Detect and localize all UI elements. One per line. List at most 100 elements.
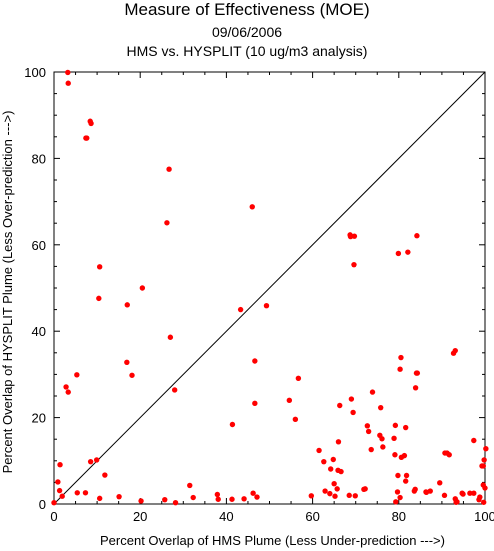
data-point (331, 480, 337, 487)
data-point (172, 500, 179, 506)
data-point (441, 492, 448, 499)
data-point (214, 491, 221, 498)
data-point (362, 486, 368, 492)
data-point (452, 347, 458, 354)
axes (53, 71, 486, 505)
data-point (292, 416, 299, 423)
tick-labels: 0 20 40 60 80 100 0 20 40 60 80 100 (24, 65, 494, 524)
data-point (350, 409, 356, 416)
data-point (96, 495, 103, 502)
data-point (96, 264, 103, 270)
data-point (402, 478, 409, 484)
data-point (59, 493, 65, 499)
data-point (102, 472, 108, 478)
data-point (398, 454, 405, 461)
x-axis-label: Percent Overlap of HMS Plume (Less Under… (100, 533, 445, 548)
data-point (391, 435, 397, 442)
data-point (454, 499, 460, 505)
data-point (74, 372, 80, 378)
data-point (308, 493, 315, 499)
data-point (334, 486, 340, 492)
data-point (74, 490, 80, 496)
data-point (93, 457, 100, 463)
data-point (63, 384, 69, 390)
data-point (471, 490, 477, 496)
data-point (295, 375, 302, 381)
data-point (328, 466, 334, 472)
diagonal-reference-line (53, 71, 486, 505)
x-tick-label: 80 (392, 509, 406, 524)
data-point (252, 358, 258, 364)
data-point (167, 334, 174, 340)
chart-subtitle-analysis: HMS vs. HYSPLIT (10 ug/m3 analysis) (126, 43, 368, 59)
x-tick-label: 0 (50, 509, 57, 524)
data-point (394, 489, 401, 495)
data-point (471, 437, 477, 444)
data-point (139, 285, 146, 291)
data-point (437, 480, 443, 486)
data-point (335, 467, 341, 474)
data-point (483, 446, 489, 452)
data-point (414, 370, 421, 376)
chart-title: Measure of Effectiveness (MOE) (124, 0, 370, 19)
data-point (254, 494, 260, 500)
data-point (84, 135, 90, 141)
data-point (252, 400, 258, 407)
x-tick-label: 100 (474, 509, 494, 524)
data-point (332, 493, 338, 499)
data-point (414, 233, 420, 239)
y-tick-label: 60 (32, 238, 46, 253)
data-point (65, 389, 71, 395)
data-points (51, 69, 489, 506)
y-tick-label: 40 (32, 324, 46, 339)
data-point (166, 166, 172, 172)
data-point (88, 120, 94, 127)
data-point (229, 496, 235, 502)
data-point (124, 302, 130, 308)
data-point (379, 436, 385, 442)
data-point (65, 69, 71, 76)
data-point (460, 491, 466, 497)
data-point (423, 489, 430, 496)
data-point (327, 490, 333, 497)
data-point (479, 463, 485, 469)
data-point (392, 422, 399, 429)
data-point (57, 461, 63, 468)
data-point (346, 492, 352, 499)
data-point (351, 233, 358, 239)
data-point (411, 488, 418, 494)
data-point (164, 220, 170, 226)
data-point (55, 479, 61, 485)
data-point (249, 204, 255, 210)
data-point (377, 404, 384, 411)
data-point (351, 261, 357, 268)
x-tick-label: 40 (219, 509, 233, 524)
x-tick-label: 60 (305, 509, 319, 524)
y-tick-label: 80 (32, 151, 46, 166)
data-point (352, 493, 358, 499)
data-point (187, 482, 193, 489)
data-point (402, 424, 409, 431)
data-point (138, 498, 144, 504)
data-point (129, 372, 135, 378)
data-point (263, 303, 270, 309)
data-point (393, 499, 399, 505)
data-point (412, 385, 419, 391)
data-point (368, 446, 374, 453)
data-point (480, 482, 486, 488)
data-point (477, 494, 483, 500)
data-point (392, 452, 398, 458)
data-point (241, 496, 247, 502)
data-point (380, 444, 386, 450)
y-axis-label: Percent Overlap of HYSPLIT Plume (Less O… (0, 111, 15, 474)
data-point (65, 80, 71, 86)
data-point (96, 295, 102, 302)
data-point (56, 487, 63, 494)
data-point (82, 490, 89, 496)
data-point (444, 450, 450, 456)
data-point (87, 458, 94, 465)
data-point (369, 389, 376, 395)
data-point (162, 496, 168, 503)
data-point (481, 457, 487, 463)
